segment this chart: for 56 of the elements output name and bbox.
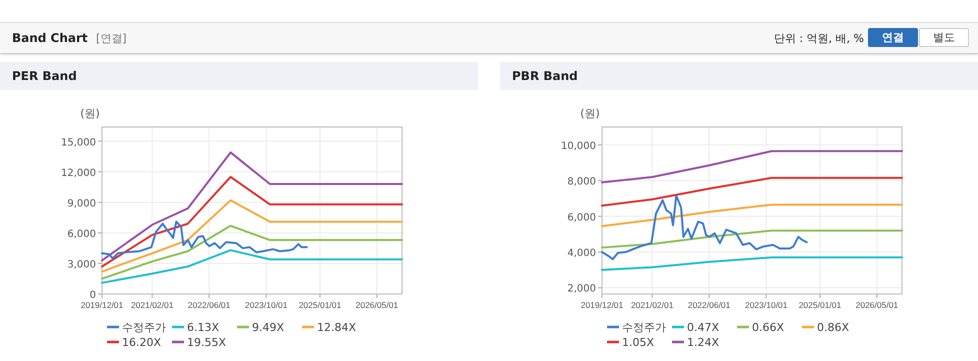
legend-label: 0.47X [687,321,720,334]
line-series [601,230,903,249]
y-tick-label: 6,000 [67,228,96,240]
line-series [101,249,403,284]
y-tick-label: 2,000 [567,284,596,295]
legend-label: 9.49X [252,321,284,334]
text: 별도 [919,28,969,47]
y-tick-label: 6,000 [567,212,596,224]
y-tick-label: 3,000 [67,259,96,270]
y-axis-title: (원) [580,107,600,120]
legend-label: 0.86X [817,321,850,334]
legend-label: 12.84X [317,321,356,334]
legend-label: 수정주가 [122,321,166,334]
y-tick-label: 9,000 [67,198,96,210]
x-tick-label: 2026/05/01 [856,300,898,310]
x-tick-label: 2023/10/01 [244,300,288,310]
x-tick-label: 2019/12/01 [580,300,624,310]
line-series [601,194,808,260]
legend-label: 수정주가 [622,321,666,334]
x-tick-label: 2026/05/01 [356,300,398,310]
y-axis-title: (원) [80,107,100,120]
chart-title: PER Band [12,69,77,83]
x-tick-label: 2019/12/01 [80,300,124,310]
x-tick-label: 2025/01/01 [798,300,842,310]
y-tick-label: 12,000 [61,168,96,179]
x-tick-label: 2023/10/01 [744,300,788,310]
legend-label: 16.20X [122,336,162,349]
text: Band Chart [12,31,88,45]
line-series [601,176,903,207]
line-series [101,151,403,262]
legend-label: 6.13X [187,321,220,334]
line-series [601,204,903,228]
y-tick-label: 4,000 [567,248,596,260]
x-tick-label: 2021/02/01 [130,300,174,310]
chart-title: PBR Band [512,69,578,83]
y-tick-label: 0 [90,290,96,301]
line-series [101,224,403,280]
x-tick-label: 2022/06/01 [688,300,731,310]
x-tick-label: 2022/06/01 [188,300,231,310]
text: 단위 : 억원, 배, % [774,31,864,46]
legend-label: 1.24X [687,336,720,349]
y-tick-label: 15,000 [61,137,96,148]
y-tick-label: 10,000 [561,140,596,152]
line-series [601,150,903,184]
legend-label: 19.55X [187,336,226,349]
x-tick-label: 2025/01/01 [298,300,342,310]
line-series [101,176,403,268]
legend-label: 1.05X [622,336,654,349]
text: 연결 [868,28,918,47]
legend-label: 0.66X [752,321,784,334]
line-series [101,220,308,260]
x-tick-label: 2021/02/01 [630,300,674,310]
line-series [101,199,403,273]
text: [연결] [96,31,127,46]
y-tick-label: 8,000 [567,176,596,188]
line-series [601,256,903,271]
